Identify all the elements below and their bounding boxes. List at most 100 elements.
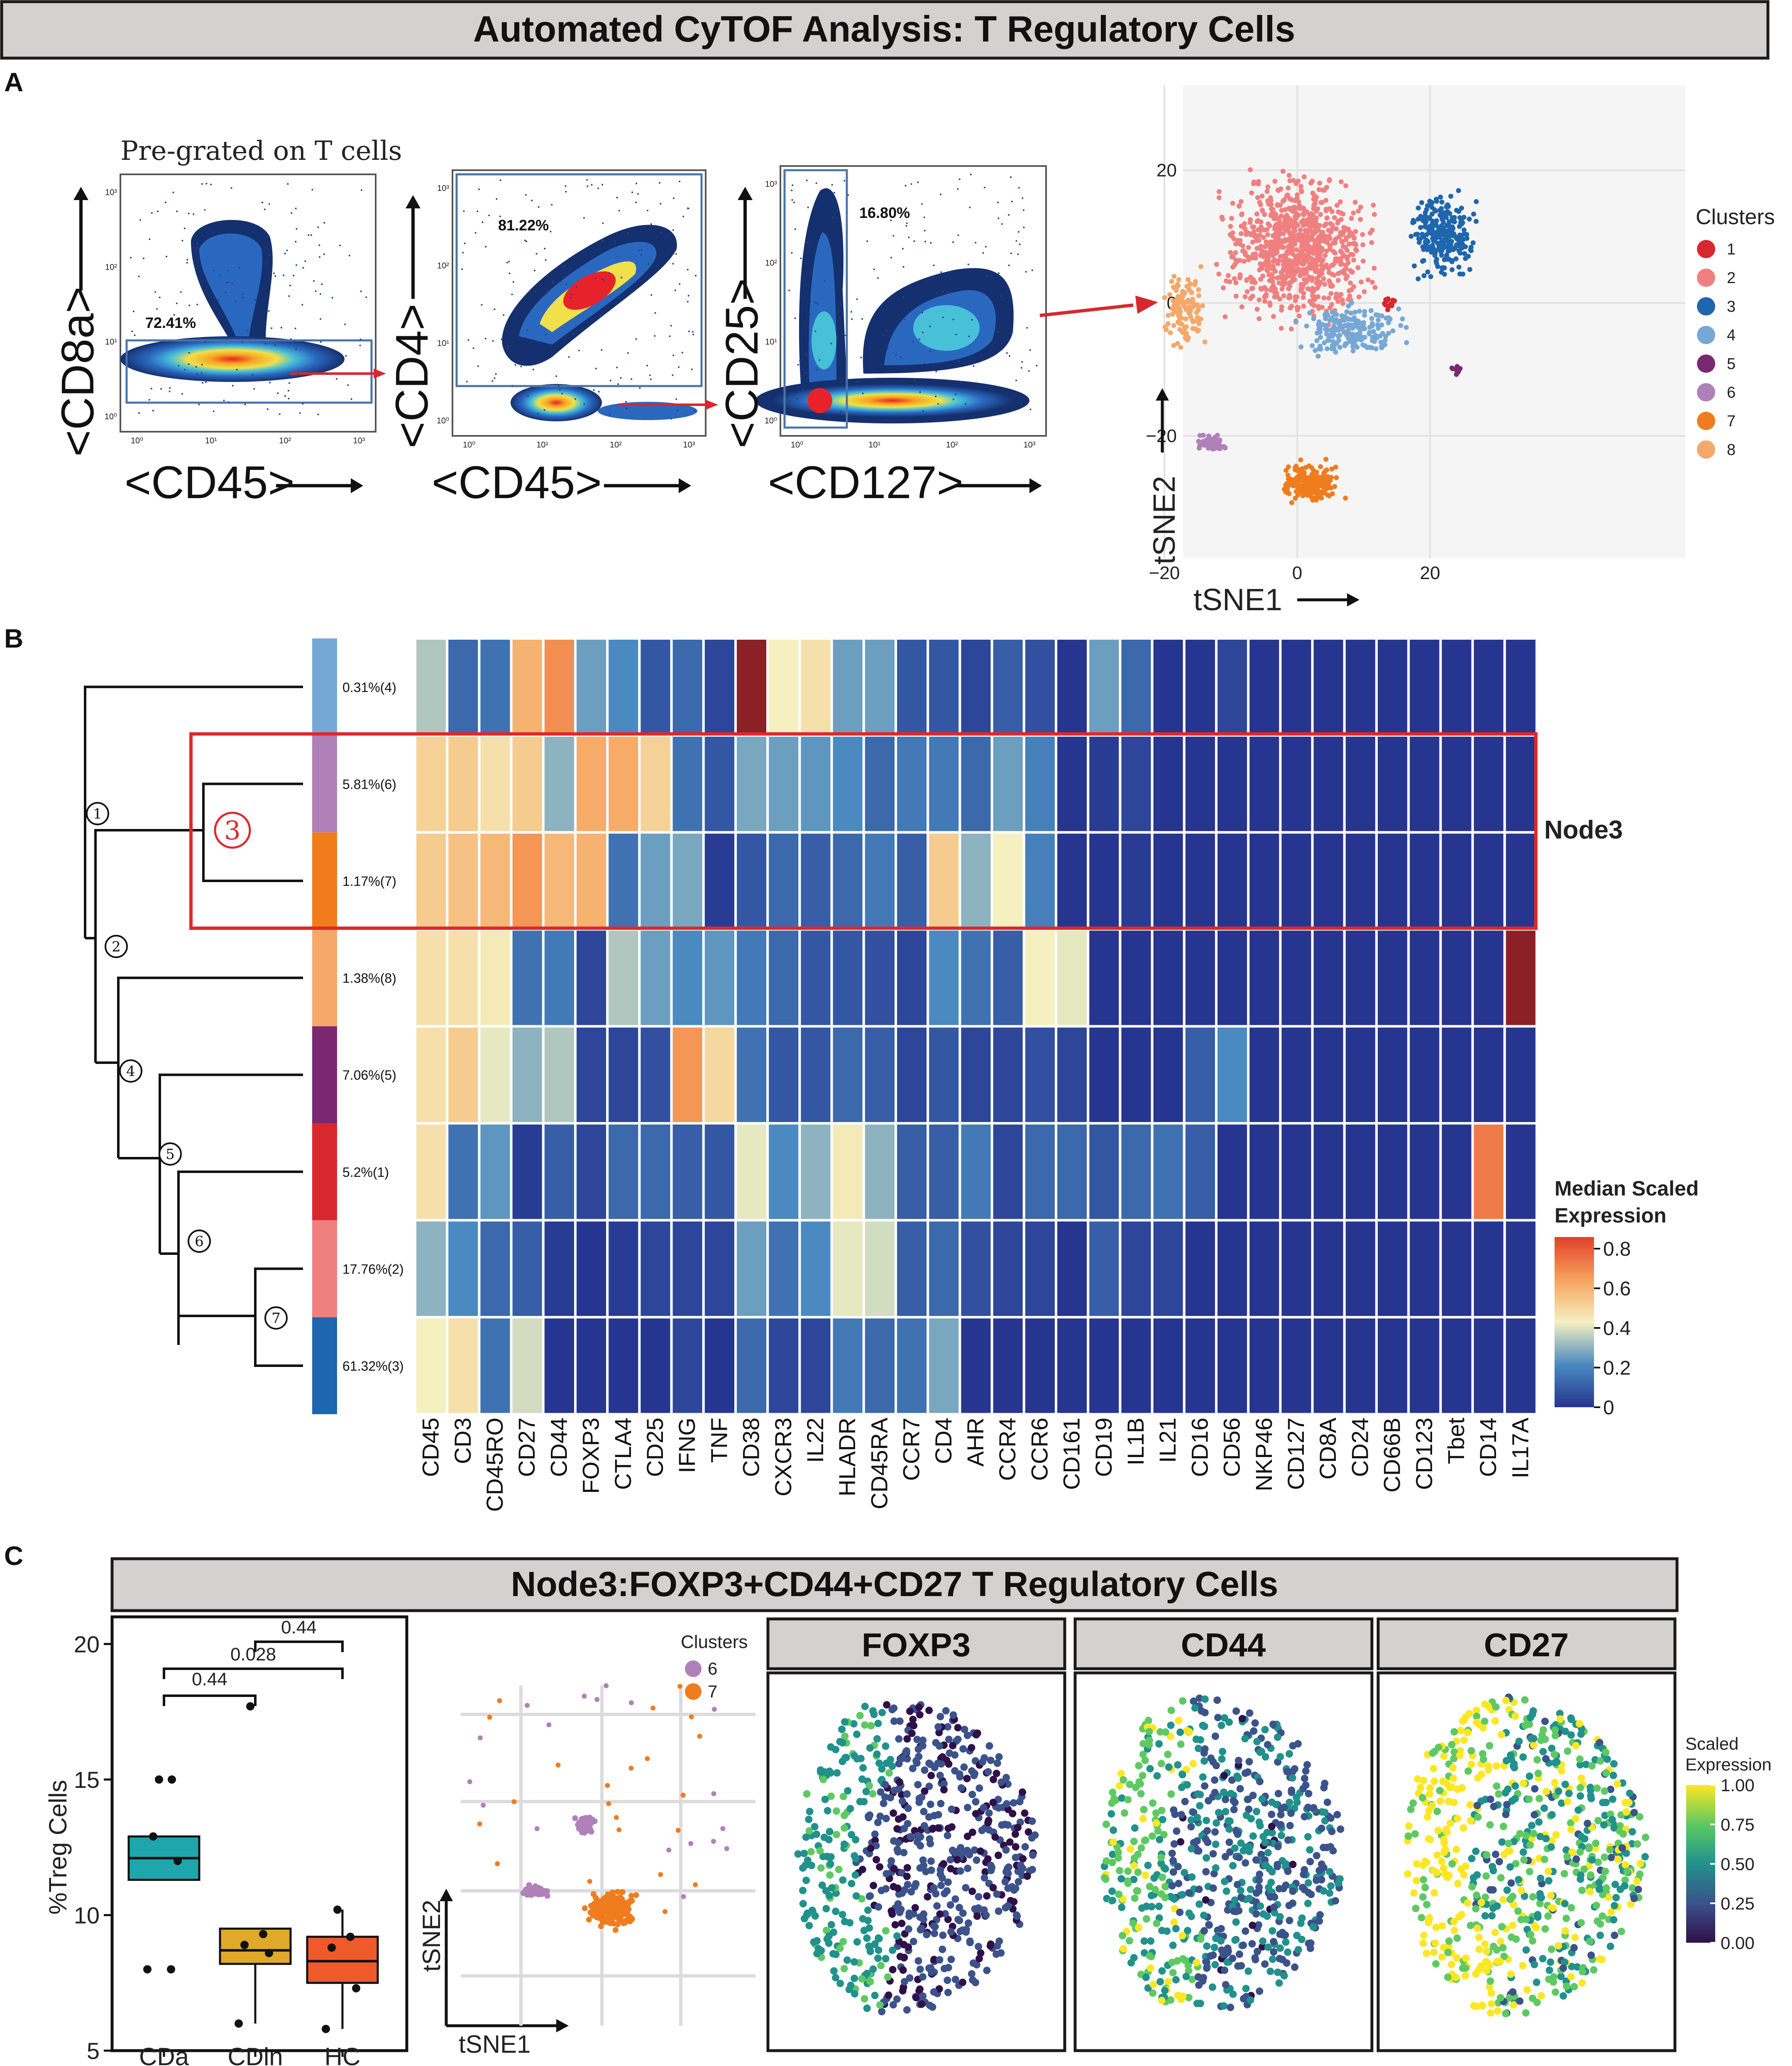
heatmap-cell: [1022, 734, 1058, 834]
dendrogram-node: [86, 802, 109, 825]
comparison-bracket: [254, 1641, 344, 1652]
gate-xtick: 10¹: [205, 436, 217, 445]
heatmap-cell: [1183, 831, 1218, 931]
heatmap-cell: [1151, 1219, 1186, 1319]
heatmap-cell: [670, 734, 705, 834]
heatmap-cell: [670, 1219, 705, 1319]
heatmap-cell: [1183, 734, 1218, 834]
dendrogram-node: [105, 935, 128, 958]
node3-box: [189, 732, 1538, 930]
heatmap-cell: [542, 1025, 577, 1125]
heatmap-cell: [1407, 1122, 1442, 1222]
row-label: 5.81%(6): [342, 777, 396, 792]
heatmap-cell: [1343, 831, 1378, 931]
axis-arrow-x-1: [276, 478, 363, 493]
tsne-cluster-8: [1162, 264, 1208, 350]
heatmap-cell: [606, 1316, 641, 1416]
tsne-x-arrow: [1297, 593, 1359, 606]
heatmap-cell: [1151, 1122, 1186, 1222]
heatmap-cell: [734, 1219, 769, 1319]
heatmap-column-label: IL21: [1154, 1418, 1181, 1463]
heatmap-cell: [1407, 734, 1442, 834]
heatmap-cell: [734, 637, 769, 737]
tsne-points: [1162, 167, 1479, 505]
gate-ytick: 10¹: [105, 337, 117, 347]
comparison-pvalue: 0.028: [230, 1644, 276, 1665]
heatmap-cell: [574, 637, 609, 737]
box-point: [322, 2024, 330, 2033]
mini-tsne: Clusters 6 7 tSNE1 tSNE2: [418, 1632, 755, 2058]
row-label: 1.17%(7): [342, 874, 396, 889]
mini-tsne-legend: Clusters 6 7: [681, 1632, 748, 1701]
feature-plot-cd44: CD44: [1073, 1617, 1374, 2052]
ylabel-plot-3: <CD25>: [716, 278, 768, 448]
heatmap-cell: [927, 1122, 961, 1222]
heatmap-cell: [446, 1122, 481, 1222]
heatmap-cell: [958, 1316, 993, 1416]
heatmap-cell: [830, 831, 865, 931]
heatmap-cell: [1279, 637, 1314, 737]
heatmap-cell: [1183, 1025, 1218, 1125]
heatmap-cell: [1311, 831, 1346, 931]
heatmap-cell: [1087, 1316, 1122, 1416]
heatmap-cell: [574, 1025, 609, 1125]
heatmap-column-label: CD127: [1283, 1418, 1309, 1490]
row-cluster-bar: [312, 832, 337, 929]
dendrogram-node-highlight: [214, 812, 251, 849]
tsne-cluster-4: [1293, 300, 1409, 359]
gate-rect-3[interactable]: [783, 169, 848, 429]
heatmap-cell: [414, 1316, 449, 1416]
gate-ytick: 10²: [765, 259, 777, 268]
heatmap-cell: [895, 1316, 929, 1416]
tsne-cluster-1: [1382, 296, 1397, 313]
heatmap-cell: [1471, 1316, 1506, 1416]
heatmap-cell: [638, 928, 673, 1028]
gate-ytick: 10⁰: [437, 416, 449, 425]
heatmap-cell: [830, 1122, 865, 1222]
box-point: [174, 1856, 182, 1865]
gate-rect-1[interactable]: [125, 339, 373, 404]
heatmap-cell: [606, 637, 641, 737]
heatmap-cell: [766, 1219, 801, 1319]
dendrogram-node: [264, 1306, 288, 1330]
heatmap-cell: [510, 734, 545, 834]
heatmap-cell: [1119, 1219, 1154, 1319]
heatmap-cell: [1471, 734, 1506, 834]
heatmap-column-label: CD161: [1059, 1418, 1085, 1490]
heatmap-cell: [1119, 928, 1154, 1028]
heatmap-cell: [1055, 1025, 1090, 1125]
heatmap-cell: [798, 1025, 833, 1125]
tsne-xtick: 20: [1420, 563, 1440, 583]
heatmap-cell: [1311, 1122, 1346, 1222]
heatmap-cell: [478, 734, 513, 834]
gate-rect-2[interactable]: [455, 173, 703, 387]
heatmap-column-label: IFNG: [674, 1418, 700, 1473]
heatmap-cell: [1215, 831, 1250, 931]
tsne-legend-title: Clusters: [1696, 205, 1775, 229]
heatmap-cell: [1407, 928, 1442, 1028]
heatmap-cell: [990, 1122, 1025, 1222]
heatmap-cell: [414, 928, 449, 1028]
dendrogram-node: [159, 1142, 182, 1166]
gate-xtick: 10⁰: [791, 440, 803, 450]
row-label: 5.2%(1): [342, 1165, 389, 1180]
heatmap-cell: [542, 928, 577, 1028]
heatmap-legend-tick: 0: [1603, 1397, 1614, 1419]
node3-highlight: Node3: [189, 732, 1623, 930]
box-CDin: [219, 1702, 292, 2028]
heatmap-cell: [510, 1316, 545, 1416]
gate-ytick: 10³: [437, 184, 449, 193]
heatmap-cell: [1343, 734, 1378, 834]
heatmap-cell: [1215, 1025, 1250, 1125]
boxplot-ytick: 5: [87, 2038, 100, 2064]
box-CDa: [127, 1775, 200, 1974]
heatmap-cell: [1375, 734, 1410, 834]
heatmap-legend-tick: 0.4: [1603, 1318, 1631, 1340]
tsne-legend-swatch: [1697, 383, 1715, 401]
heatmap-cell: [638, 637, 673, 737]
heatmap-cell: [1343, 1219, 1378, 1319]
heatmap-cell: [1375, 1316, 1410, 1416]
xlabel-plot-3: <CD127>: [768, 457, 963, 508]
heatmap-column-label: IL22: [802, 1418, 828, 1463]
heatmap-cell: [1343, 1025, 1378, 1125]
